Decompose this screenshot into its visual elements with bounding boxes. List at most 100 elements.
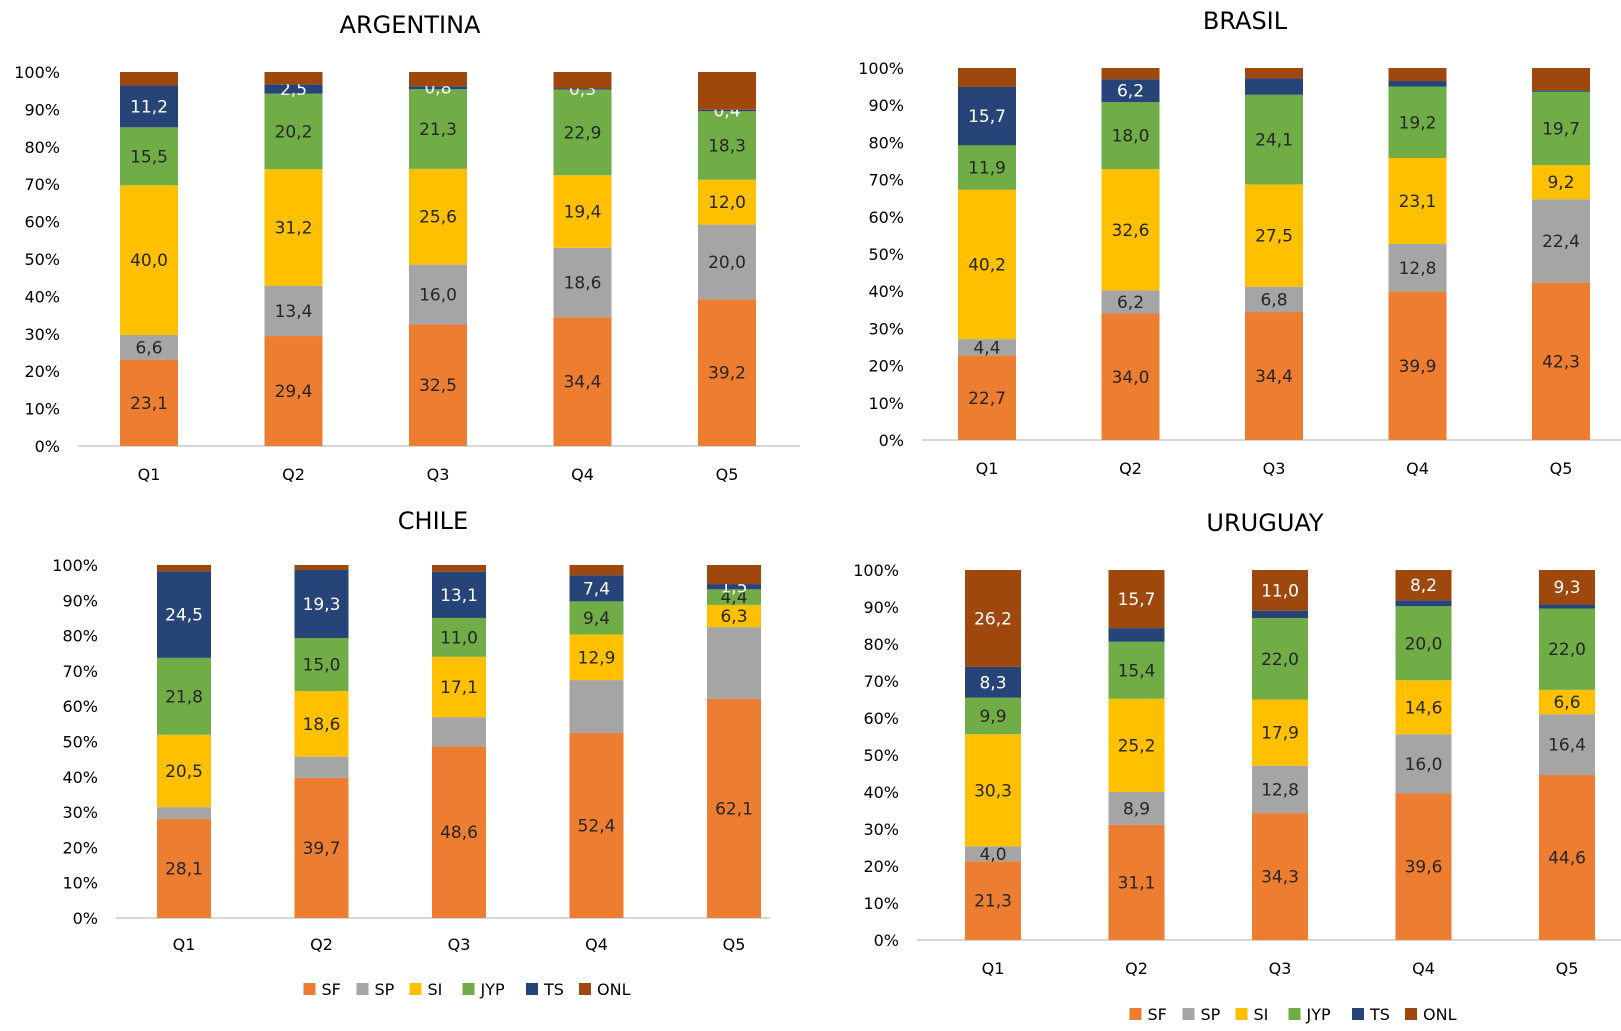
legend-swatch-sf	[303, 983, 316, 995]
bar-segment-ts-q3	[409, 86, 467, 90]
data-label: 27,5	[1255, 227, 1293, 247]
bar-segment-onl-q4	[1395, 570, 1452, 601]
y-tick-label: 30%	[24, 325, 60, 344]
x-tick-label: Q2	[310, 935, 333, 954]
bar-segment-onl-q3	[1245, 68, 1303, 79]
bar-segment-ts-q5	[698, 109, 756, 112]
data-label: 20,0	[708, 253, 746, 273]
bar-segment-onl-q2	[1108, 570, 1165, 629]
legend-label-sf: SF	[1148, 1005, 1167, 1024]
data-label: 40,2	[968, 255, 1006, 275]
bar-segment-jyp-q4	[1395, 606, 1452, 681]
bar-segment-sp-q2	[294, 756, 349, 778]
x-tick-label: Q4	[1406, 459, 1429, 478]
legend-label-sf: SF	[322, 980, 341, 999]
chart-title: CHILE	[398, 507, 468, 535]
x-tick-label: Q3	[427, 465, 450, 484]
bar-segment-ts-q2	[1108, 628, 1165, 642]
bar-segment-jyp-q2	[294, 638, 349, 692]
data-label: 11,0	[440, 628, 478, 648]
data-label: 16,0	[1405, 755, 1443, 775]
bar-segment-jyp-q4	[569, 601, 624, 635]
bar-segment-sf-q3	[1245, 312, 1303, 440]
data-label: 62,1	[715, 799, 753, 819]
bar-segment-sf-q4	[1395, 793, 1452, 940]
data-label: 25,6	[419, 208, 457, 228]
bar-segment-sp-q3	[1252, 765, 1308, 814]
x-tick-label: Q4	[585, 935, 608, 954]
bar-segment-ts-q3	[432, 571, 486, 618]
data-label: 22,9	[564, 123, 602, 143]
data-label: 6,2	[1117, 293, 1144, 313]
data-label: 39,2	[708, 364, 746, 384]
data-label: 19,4	[564, 203, 602, 223]
data-label: 18,6	[303, 715, 341, 735]
bar-segment-ts-q4	[1395, 600, 1452, 607]
data-label: 31,2	[275, 219, 313, 239]
chart-title: URUGUAY	[1206, 509, 1324, 537]
bar-segment-ts-q1	[958, 86, 1016, 146]
bar-segment-jyp-q5	[698, 111, 756, 180]
bar-segment-jyp-q1	[157, 657, 211, 735]
data-label: 9,9	[979, 707, 1006, 727]
y-tick-label: 40%	[62, 768, 98, 787]
bar-segment-si-q3	[1245, 184, 1303, 287]
bar-segment-sp-q2	[1108, 792, 1165, 825]
bar-segment-sf-q1	[958, 355, 1016, 440]
data-label: 9,3	[1553, 578, 1580, 598]
bar-segment-si-q3	[1252, 699, 1308, 766]
bar-segment-sf-q5	[1539, 774, 1595, 940]
x-tick-label: Q3	[448, 935, 471, 954]
y-tick-label: 50%	[24, 250, 60, 269]
data-label: 18,0	[1112, 127, 1150, 147]
legend-swatch-ts	[1352, 1008, 1364, 1020]
data-label: 2,5	[280, 80, 307, 100]
y-tick-label: 20%	[62, 838, 98, 857]
data-label: 34,4	[1255, 367, 1293, 387]
bar-segment-onl-q5	[707, 565, 761, 585]
bar-segment-onl-q5	[1539, 570, 1595, 605]
bar-segment-sf-q5	[707, 698, 761, 918]
data-label: 15,7	[1118, 590, 1156, 610]
chart-title: BRASIL	[1203, 7, 1288, 35]
bar-segment-si-q5	[698, 179, 756, 225]
data-label: 22,0	[1261, 650, 1299, 670]
bar-segment-jyp-q1	[965, 697, 1021, 735]
bar-segment-si-q2	[264, 169, 323, 286]
bar-segment-sf-q4	[1388, 291, 1447, 440]
data-label: 34,4	[564, 373, 602, 393]
y-tick-label: 80%	[868, 133, 904, 152]
bar-segment-sp-q5	[707, 627, 761, 699]
data-label: 19,7	[1542, 119, 1580, 139]
y-tick-label: 60%	[863, 709, 899, 728]
bar-segment-si-q1	[965, 734, 1021, 847]
bar-segment-jyp-q1	[120, 127, 178, 186]
bar-segment-ts-q5	[1539, 604, 1595, 609]
x-tick-label: Q1	[982, 959, 1005, 978]
data-label: 18,3	[708, 136, 746, 156]
legend-swatch-sf	[1129, 1008, 1142, 1020]
data-label: 12,8	[1261, 780, 1299, 800]
data-label: 16,4	[1548, 736, 1586, 756]
bar-segment-sf-q2	[294, 777, 349, 918]
bar-segment-sp-q1	[965, 846, 1021, 862]
bar-segment-ts-q2	[1101, 79, 1160, 103]
x-tick-label: Q3	[1269, 959, 1292, 978]
bar-segment-si-q1	[157, 734, 211, 808]
y-tick-label: 60%	[24, 213, 60, 232]
data-label: 12,8	[1399, 259, 1437, 279]
bar-segment-sp-q3	[432, 717, 486, 747]
bar-segment-ts-q3	[1252, 610, 1308, 619]
bar-segment-jyp-q2	[1101, 102, 1160, 170]
legend-label-onl: ONL	[597, 980, 631, 999]
bar-segment-sf-q2	[1108, 824, 1165, 940]
bar-segment-onl-q4	[553, 72, 612, 89]
x-tick-label: Q5	[723, 935, 746, 954]
x-tick-label: Q1	[173, 935, 196, 954]
legend-label-ts: TS	[1369, 1005, 1390, 1024]
y-tick-label: 80%	[24, 138, 60, 157]
y-tick-label: 40%	[868, 282, 904, 301]
data-label: 30,3	[974, 781, 1012, 801]
bar-segment-ts-q3	[1245, 78, 1303, 95]
